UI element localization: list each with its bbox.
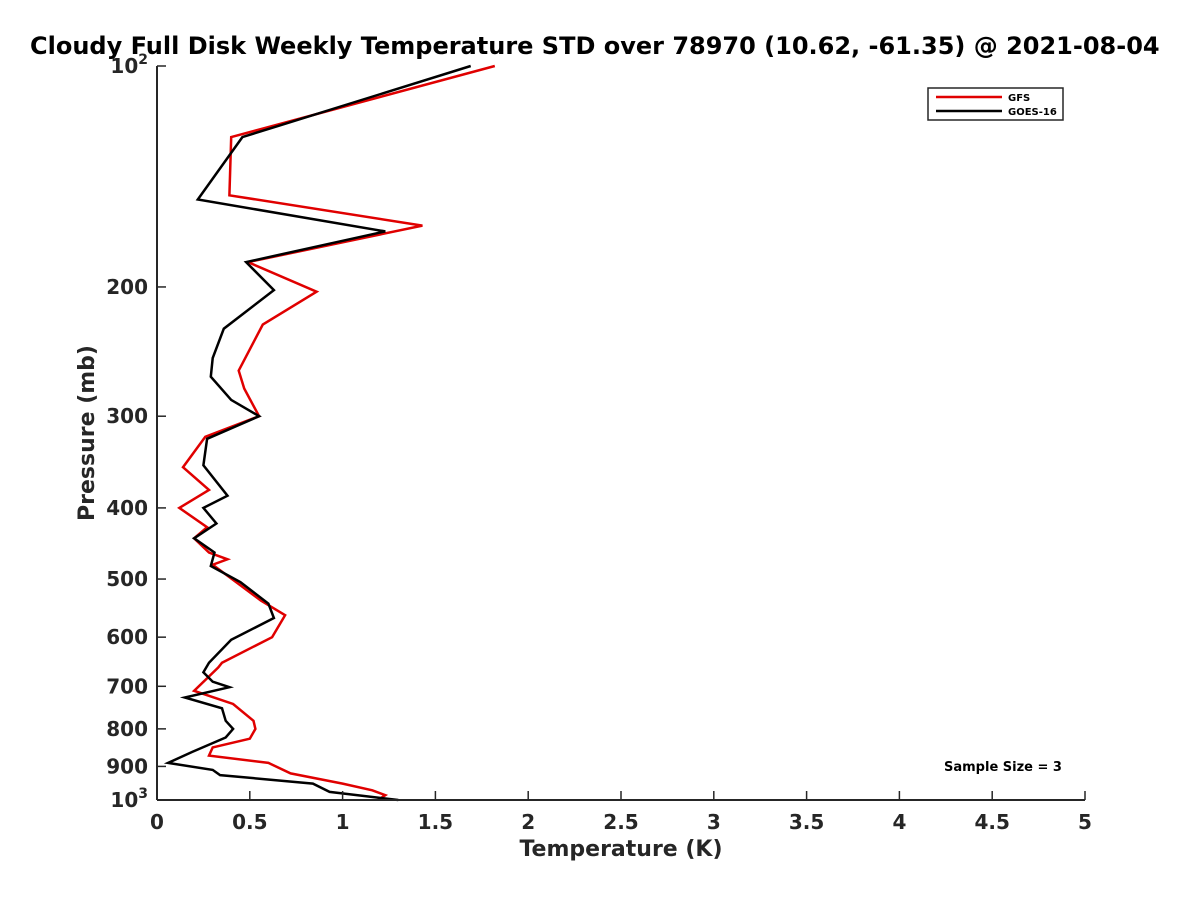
x-ticks: 0 0.5 1 1.5 2 2.5 3 3.5 4 4.5 5 <box>150 791 1092 834</box>
x-tick-label: 3 <box>707 810 721 834</box>
sample-size-annotation: Sample Size = 3 <box>944 760 1062 775</box>
y-tick-label: 600 <box>106 625 148 649</box>
y-tick-label: 700 <box>106 674 148 698</box>
y-tick-label: 500 <box>106 567 148 591</box>
y-tick-label: 300 <box>106 404 148 428</box>
x-tick-label: 2.5 <box>603 810 638 834</box>
plot-area <box>157 66 1085 800</box>
legend-label-gfs: GFS <box>1008 93 1030 104</box>
x-tick-label: 4 <box>892 810 906 834</box>
plot-background <box>157 66 1085 800</box>
y-tick-label: 200 <box>106 275 148 299</box>
series-line-goes16 <box>163 64 472 802</box>
legend-label-goes16: GOES-16 <box>1008 107 1057 118</box>
y-tick-label: 103 <box>110 786 148 812</box>
x-tick-label: 4.5 <box>974 810 1009 834</box>
x-tick-label: 5 <box>1078 810 1092 834</box>
y-tick-label: 900 <box>106 754 148 778</box>
x-tick-label: 1.5 <box>418 810 453 834</box>
x-tick-label: 3.5 <box>789 810 824 834</box>
x-tick-label: 0.5 <box>232 810 267 834</box>
x-tick-label: 2 <box>521 810 535 834</box>
y-ticks: 102 200 300 400 500 600 700 800 900 103 <box>106 52 166 812</box>
legend-box <box>927 87 1064 121</box>
y-tick-label: 800 <box>106 717 148 741</box>
x-tick-label: 1 <box>336 810 350 834</box>
y-axis-label: Pressure (mb) <box>75 345 100 521</box>
chart-title: Cloudy Full Disk Weekly Temperature STD … <box>30 32 1160 60</box>
legend: GFS GOES-16 <box>927 87 1064 121</box>
y-tick-label: 102 <box>110 52 148 78</box>
series-layer <box>163 64 496 802</box>
x-tick-label: 0 <box>150 810 164 834</box>
x-axis-label: Temperature (K) <box>519 837 722 862</box>
y-tick-label: 400 <box>106 496 148 520</box>
